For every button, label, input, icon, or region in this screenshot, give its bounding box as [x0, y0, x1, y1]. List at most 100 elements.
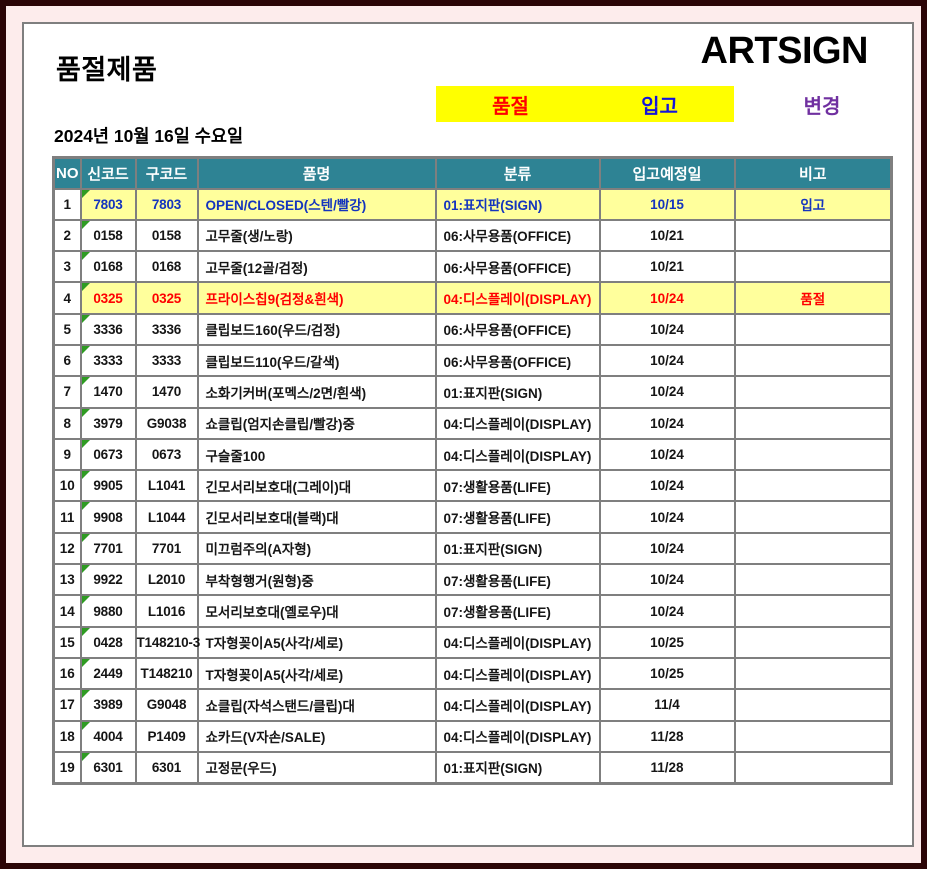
cell-product-name: 고무줄(생/노랑) [196, 218, 437, 253]
error-indicator-triangle [81, 596, 90, 605]
cell-note [733, 469, 893, 503]
cell-category: 06:사무용품(OFFICE) [434, 250, 601, 284]
cell-category: 04:디스플레이(DISPLAY) [434, 688, 601, 722]
cell-new-code: 2449 [79, 656, 137, 691]
cell-product-name: 긴모서리보호대(그레이)대 [196, 469, 437, 503]
cell-no: 16 [52, 656, 82, 691]
error-indicator-triangle [81, 252, 90, 261]
cell-note [733, 531, 893, 566]
table-row: 1 7803 7803 OPEN/CLOSED(스텐/빨강) 01:표지판(SIGN) 1… [52, 187, 893, 221]
cell-note [733, 343, 893, 378]
cell-note [733, 375, 893, 409]
cell-new-code: 4004 [79, 719, 137, 753]
cell-old-code: 0168 [134, 250, 199, 284]
table-row: 9 0673 0673 구슬줄100 04:디스플레이(DISPLAY) 10/24 [52, 437, 893, 472]
table-row: 12 7701 7701 미끄럼주의(A자형) 01:표지판(SIGN) 10/24 [52, 531, 893, 566]
table-row: 8 3979 G9038 쇼클립(엄지손클립/빨강)중 04:디스플레이(DISPLAY… [52, 406, 893, 440]
cell-product-name: 쇼클립(엄지손클립/빨강)중 [196, 406, 437, 440]
column-header-no: NO [52, 156, 82, 190]
column-header-due-date: 입고예정일 [598, 156, 736, 190]
cell-no: 11 [52, 500, 82, 534]
cell-due-date: 11/28 [598, 719, 736, 753]
table-row: 16 2449 T148210 T자형꽂이A5(사각/세로) 04:디스플레이(DISP… [52, 656, 893, 691]
cell-no: 17 [52, 688, 82, 722]
cell-no: 14 [52, 594, 82, 628]
cell-note [733, 656, 893, 691]
cell-note [733, 500, 893, 534]
table-row: 17 3989 G9048 쇼클립(자석스탠드/클립)대 04:디스플레이(DISPLA… [52, 688, 893, 722]
cell-no: 8 [52, 406, 82, 440]
cell-old-code: P1409 [134, 719, 199, 753]
cell-category: 06:사무용품(OFFICE) [434, 343, 601, 378]
cell-category: 07:생활용품(LIFE) [434, 469, 601, 503]
table-row: 10 9905 L1041 긴모서리보호대(그레이)대 07:생활용품(LIFE) 10/… [52, 469, 893, 503]
cell-old-code: 1470 [134, 375, 199, 409]
cell-due-date: 10/24 [598, 563, 736, 597]
cell-product-name: 구슬줄100 [196, 437, 437, 472]
cell-due-date: 11/28 [598, 750, 736, 785]
cell-due-date: 10/21 [598, 250, 736, 284]
table-row: 6 3333 3333 클립보드110(우드/갈색) 06:사무용품(OFFICE) 10… [52, 343, 893, 378]
stock-table: NO 신코드 구코드 품명 분류 입고예정일 비고 1 7803 7803 OPEN/… [52, 156, 893, 785]
cell-new-code: 3979 [79, 406, 137, 440]
cell-note: 품절 [733, 281, 893, 315]
legend-arrival-label: 입고 [641, 95, 678, 118]
cell-due-date: 10/24 [598, 343, 736, 378]
cell-old-code: T148210-3 [134, 625, 200, 659]
cell-category: 01:표지판(SIGN) [434, 375, 601, 409]
cell-no: 15 [52, 625, 82, 659]
cell-new-code: 3336 [79, 312, 137, 346]
error-indicator-triangle [81, 721, 90, 730]
cell-new-code: 0158 [79, 218, 137, 253]
cell-old-code: L1044 [134, 500, 199, 534]
cell-note [733, 218, 893, 253]
cell-product-name: 쇼카드(V자손/SALE) [196, 719, 437, 753]
cell-no: 3 [52, 250, 82, 284]
error-indicator-triangle [81, 752, 90, 761]
error-indicator-triangle [81, 502, 90, 511]
cell-new-code: 6301 [79, 750, 137, 785]
error-indicator-triangle [81, 408, 90, 417]
table-row: 14 9880 L1016 모서리보호대(옐로우)대 07:생활용품(LIFE) 10/2… [52, 594, 893, 628]
cell-new-code: 0673 [79, 437, 137, 472]
cell-no: 7 [52, 375, 82, 409]
cell-product-name: 프라이스칩9(검정&흰색) [196, 281, 437, 315]
cell-due-date: 10/24 [598, 281, 736, 315]
column-header-note: 비고 [733, 156, 893, 190]
error-indicator-triangle [81, 314, 90, 323]
cell-due-date: 10/15 [598, 187, 736, 221]
cell-product-name: OPEN/CLOSED(스텐/빨강) [196, 187, 437, 221]
error-indicator-triangle [81, 439, 90, 448]
cell-due-date: 11/4 [598, 688, 736, 722]
table-row: 7 1470 1470 소화기커버(포멕스/2면/흰색) 01:표지판(SIGN) 10/… [52, 375, 893, 409]
cell-no: 5 [52, 312, 82, 346]
cell-category: 04:디스플레이(DISPLAY) [434, 437, 601, 472]
error-indicator-triangle [81, 377, 90, 386]
cell-note [733, 625, 893, 659]
cell-new-code: 9880 [79, 594, 137, 628]
cell-new-code: 3989 [79, 688, 137, 722]
error-indicator-triangle [81, 533, 90, 542]
error-indicator-triangle [81, 345, 90, 354]
cell-no: 6 [52, 343, 82, 378]
cell-due-date: 10/24 [598, 500, 736, 534]
cell-note [733, 688, 893, 722]
cell-product-name: T자형꽂이A5(사각/세로) [196, 656, 437, 691]
table-body: 1 7803 7803 OPEN/CLOSED(스텐/빨강) 01:표지판(SIGN) 1… [52, 187, 893, 785]
cell-category: 04:디스플레이(DISPLAY) [434, 406, 601, 440]
cell-category: 06:사무용품(OFFICE) [434, 218, 601, 253]
cell-product-name: 클립보드160(우드/검정) [196, 312, 437, 346]
cell-no: 19 [52, 750, 82, 785]
table-row: 2 0158 0158 고무줄(생/노랑) 06:사무용품(OFFICE) 10/21 [52, 218, 893, 253]
cell-old-code: L1041 [134, 469, 199, 503]
cell-due-date: 10/24 [598, 375, 736, 409]
cell-note: 입고 [733, 187, 893, 221]
cell-old-code: G9048 [134, 688, 199, 722]
cell-category: 01:표지판(SIGN) [434, 531, 601, 566]
cell-product-name: T자형꽂이A5(사각/세로) [196, 625, 437, 659]
cell-category: 04:디스플레이(DISPLAY) [434, 656, 601, 691]
artsign-logo: ARTSIGN [700, 30, 869, 72]
legend-highlight-box: 품절 입고 [436, 86, 734, 122]
cell-note [733, 750, 893, 785]
